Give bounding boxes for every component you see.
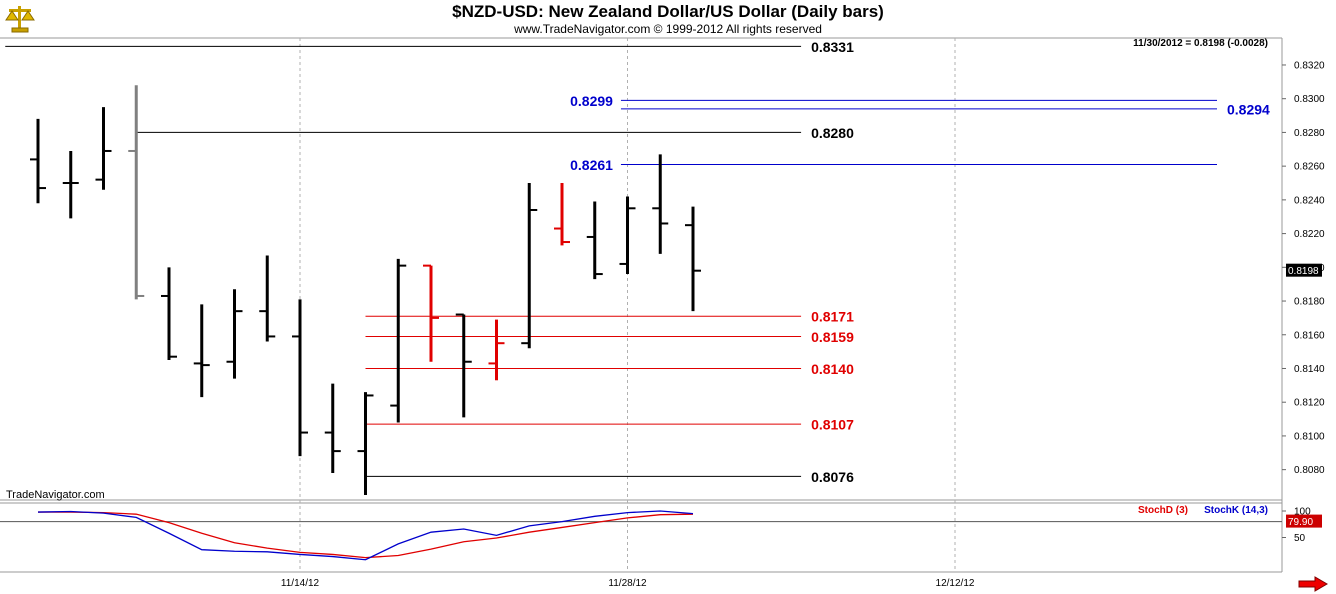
- legend-stoch-d: StochD (3): [1138, 505, 1188, 516]
- y-tick-label: 0.8160: [1294, 330, 1325, 341]
- stoch-series-line: [38, 511, 694, 559]
- y-tick-label: 0.8320: [1294, 60, 1325, 71]
- y-tick-label: 0.8280: [1294, 128, 1325, 139]
- level-label: 0.8261: [570, 157, 613, 173]
- copyright-text: www.TradeNavigator.com © 1999-2012 All r…: [514, 22, 822, 36]
- y-tick-label: 0.8220: [1294, 229, 1325, 240]
- last-price-label: 0.8198: [1288, 266, 1319, 277]
- y-tick-label: 0.8180: [1294, 297, 1325, 308]
- x-tick-label: 11/28/12: [608, 578, 647, 589]
- y-tick-label: 0.8100: [1294, 431, 1325, 442]
- level-label: 0.8171: [811, 309, 854, 325]
- y-tick-label: 0.8080: [1294, 465, 1325, 476]
- level-label: 0.8294: [1227, 101, 1270, 117]
- y-tick-label: 0.8240: [1294, 195, 1325, 206]
- level-label: 0.8331: [811, 39, 854, 55]
- legend-stoch-k: StochK (14,3): [1204, 505, 1268, 516]
- stoch-last-value-box: [1286, 514, 1322, 528]
- level-label: 0.8280: [811, 125, 854, 141]
- level-label: 0.8140: [811, 361, 854, 377]
- level-label: 0.8107: [811, 417, 854, 433]
- stoch-tick-label: 50: [1294, 533, 1306, 544]
- level-label: 0.8299: [570, 93, 613, 109]
- gold-scales-icon: [5, 6, 35, 33]
- level-label: 0.8159: [811, 329, 854, 345]
- red-right-arrow-icon[interactable]: [1298, 576, 1328, 592]
- chart-title: $NZD-USD: New Zealand Dollar/US Dollar (…: [452, 2, 884, 21]
- x-tick-label: 12/12/12: [936, 578, 975, 589]
- watermark-text: TradeNavigator.com: [6, 489, 105, 501]
- stoch-series-line: [37, 510, 694, 561]
- last-bar-info: 11/30/2012 = 0.8198 (-0.0028): [1133, 38, 1268, 49]
- y-tick-label: 0.8120: [1294, 398, 1325, 409]
- stoch-tick-label: 100: [1294, 507, 1311, 518]
- last-price-box: [1286, 263, 1322, 277]
- x-tick-label: 11/14/12: [281, 578, 320, 589]
- stoch-last-value-label: 79.90: [1288, 517, 1313, 528]
- y-tick-label: 0.8260: [1294, 162, 1325, 173]
- level-label: 0.8076: [811, 469, 854, 485]
- y-tick-label: 0.8300: [1294, 94, 1325, 105]
- y-tick-label: 0.8140: [1294, 364, 1325, 375]
